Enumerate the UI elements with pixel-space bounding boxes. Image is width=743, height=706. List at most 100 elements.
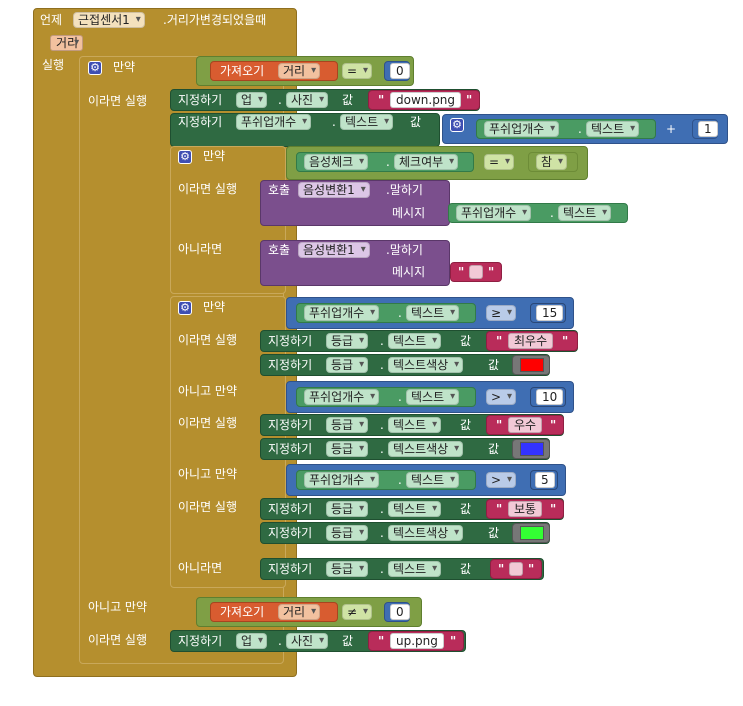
dot-label: . bbox=[332, 115, 336, 129]
get-distance-dropdown[interactable]: 거리 bbox=[278, 63, 321, 79]
down-png-field[interactable]: down.png bbox=[390, 92, 462, 108]
grade-component-dropdown[interactable]: 등급 bbox=[326, 501, 369, 517]
checkbox-component-dropdown[interactable]: 음성체크 bbox=[304, 154, 369, 170]
tts-component-dropdown[interactable]: 음성변환1 bbox=[298, 182, 370, 198]
set-up-component-dropdown[interactable]: 업 bbox=[236, 633, 268, 649]
grade-then2-label: 이라면 실행 bbox=[178, 416, 238, 430]
grade-text-property-dropdown[interactable]: 텍스트 bbox=[388, 501, 442, 517]
set-up-component-dropdown[interactable]: 업 bbox=[236, 92, 268, 108]
quote-close: " bbox=[488, 265, 495, 279]
five-number-field[interactable]: 5 bbox=[535, 472, 555, 488]
eq-operator-dropdown[interactable]: = bbox=[342, 63, 373, 79]
normal-field[interactable]: 보통 bbox=[508, 501, 543, 517]
to-label: 값 bbox=[460, 334, 472, 348]
empty-text-field[interactable] bbox=[509, 562, 523, 576]
good-field[interactable]: 우수 bbox=[508, 417, 543, 433]
call-label: 호출 bbox=[268, 183, 291, 197]
set-image-property-dropdown[interactable]: 사진 bbox=[286, 633, 329, 649]
best-field[interactable]: 최우수 bbox=[508, 333, 554, 349]
gt-operator-dropdown[interactable]: > bbox=[486, 389, 517, 405]
event-do-label: 실행 bbox=[42, 58, 65, 72]
addition-gear-icon[interactable]: ⚙ bbox=[450, 118, 464, 132]
set-label: 지정하기 bbox=[178, 93, 223, 107]
ten-number-field[interactable]: 10 bbox=[536, 389, 564, 405]
quote-open: " bbox=[496, 334, 503, 348]
grade-component-dropdown[interactable]: 등급 bbox=[326, 561, 369, 577]
gte-operator-dropdown[interactable]: ≥ bbox=[486, 305, 517, 321]
dot-label: . bbox=[380, 562, 384, 576]
outer-if-gear-icon[interactable]: ⚙ bbox=[88, 61, 102, 75]
grade-if-label: 만약 bbox=[203, 300, 226, 314]
color-green-swatch[interactable] bbox=[520, 526, 544, 540]
message-label: 메시지 bbox=[392, 265, 426, 279]
get-counter-component-dropdown[interactable]: 푸쉬업개수 bbox=[484, 121, 560, 137]
dot-label: . bbox=[380, 358, 384, 372]
set-text-property-dropdown[interactable]: 텍스트 bbox=[340, 114, 394, 130]
zero-number-field[interactable]: 0 bbox=[390, 63, 410, 79]
set-label: 지정하기 bbox=[268, 526, 313, 540]
event-when-label: 언제 bbox=[40, 13, 63, 27]
grade-if-gear-icon[interactable]: ⚙ bbox=[178, 301, 192, 315]
dot-label: . bbox=[278, 93, 282, 107]
set-label: 지정하기 bbox=[178, 115, 223, 129]
quote-close: " bbox=[550, 418, 557, 432]
grade-text-property-dropdown[interactable]: 텍스트 bbox=[388, 333, 442, 349]
get-distance-dropdown[interactable]: 거리 bbox=[278, 604, 321, 620]
grade-text-property-dropdown[interactable]: 텍스트 bbox=[388, 561, 442, 577]
message-counter-component-dropdown[interactable]: 푸쉬업개수 bbox=[456, 205, 532, 221]
empty-text-field[interactable] bbox=[469, 265, 483, 279]
dot-label: . bbox=[380, 418, 384, 432]
outer-if-label: 만약 bbox=[113, 60, 136, 74]
dot-label: . bbox=[578, 122, 582, 136]
tts-component-dropdown[interactable]: 음성변환1 bbox=[298, 242, 370, 258]
dot-label: . bbox=[278, 634, 282, 648]
neq-operator-dropdown[interactable]: ≠ bbox=[342, 604, 373, 620]
dot-label: . bbox=[380, 442, 384, 456]
grade-elseif1-label: 아니고 만약 bbox=[178, 384, 238, 398]
grade-component-dropdown[interactable]: 등급 bbox=[326, 417, 369, 433]
cond2-counter-dropdown[interactable]: 푸쉬업개수 bbox=[304, 389, 380, 405]
event-component-dropdown[interactable]: 근접센서1 bbox=[73, 12, 145, 28]
dot-label: . bbox=[380, 334, 384, 348]
voice-if-label: 만약 bbox=[203, 149, 226, 163]
grade-component-dropdown[interactable]: 등급 bbox=[326, 441, 369, 457]
cond1-text-dropdown[interactable]: 텍스트 bbox=[406, 305, 460, 321]
true-dropdown[interactable]: 참 bbox=[536, 154, 568, 170]
message-text-property-dropdown[interactable]: 텍스트 bbox=[558, 205, 612, 221]
voice-if-gear-icon[interactable]: ⚙ bbox=[178, 150, 192, 164]
zero-number-field[interactable]: 0 bbox=[390, 604, 410, 620]
set-counter-component-dropdown[interactable]: 푸쉬업개수 bbox=[236, 114, 312, 130]
set-label: 지정하기 bbox=[178, 634, 223, 648]
set-label: 지정하기 bbox=[268, 442, 313, 456]
grade-text-property-dropdown[interactable]: 텍스트 bbox=[388, 417, 442, 433]
cond3-text-dropdown[interactable]: 텍스트 bbox=[406, 472, 460, 488]
set-image-property-dropdown[interactable]: 사진 bbox=[286, 92, 329, 108]
dot-label: . bbox=[380, 526, 384, 540]
color-red-swatch[interactable] bbox=[520, 358, 544, 372]
grade-component-dropdown[interactable]: 등급 bbox=[326, 525, 369, 541]
grade-color-property-dropdown[interactable]: 텍스트색상 bbox=[388, 357, 464, 373]
event-param-distance[interactable]: 거리 bbox=[50, 35, 84, 51]
up-png-field[interactable]: up.png bbox=[390, 633, 444, 649]
cond1-counter-dropdown[interactable]: 푸쉬업개수 bbox=[304, 305, 380, 321]
grade-component-dropdown[interactable]: 등급 bbox=[326, 333, 369, 349]
grade-then1-label: 이라면 실행 bbox=[178, 333, 238, 347]
to-label: 값 bbox=[460, 502, 472, 516]
checked-property-dropdown[interactable]: 체크여부 bbox=[394, 154, 459, 170]
fifteen-number-field[interactable]: 15 bbox=[536, 305, 564, 321]
gt-operator-dropdown[interactable]: > bbox=[486, 472, 517, 488]
event-name-label: .거리가변경되었을때 bbox=[163, 13, 267, 27]
speak-method-label: .말하기 bbox=[386, 243, 423, 257]
one-number-field[interactable]: 1 bbox=[698, 121, 718, 137]
outer-then-label: 이라면 실행 bbox=[88, 94, 148, 108]
quote-close: " bbox=[550, 502, 557, 516]
color-blue-swatch[interactable] bbox=[520, 442, 544, 456]
grade-component-dropdown[interactable]: 등급 bbox=[326, 357, 369, 373]
grade-color-property-dropdown[interactable]: 텍스트색상 bbox=[388, 525, 464, 541]
set-label: 지정하기 bbox=[268, 418, 313, 432]
grade-color-property-dropdown[interactable]: 텍스트색상 bbox=[388, 441, 464, 457]
cond3-counter-dropdown[interactable]: 푸쉬업개수 bbox=[304, 472, 380, 488]
eq-operator-dropdown[interactable]: = bbox=[484, 154, 515, 170]
cond2-text-dropdown[interactable]: 텍스트 bbox=[406, 389, 460, 405]
get-text-property-dropdown[interactable]: 텍스트 bbox=[586, 121, 640, 137]
